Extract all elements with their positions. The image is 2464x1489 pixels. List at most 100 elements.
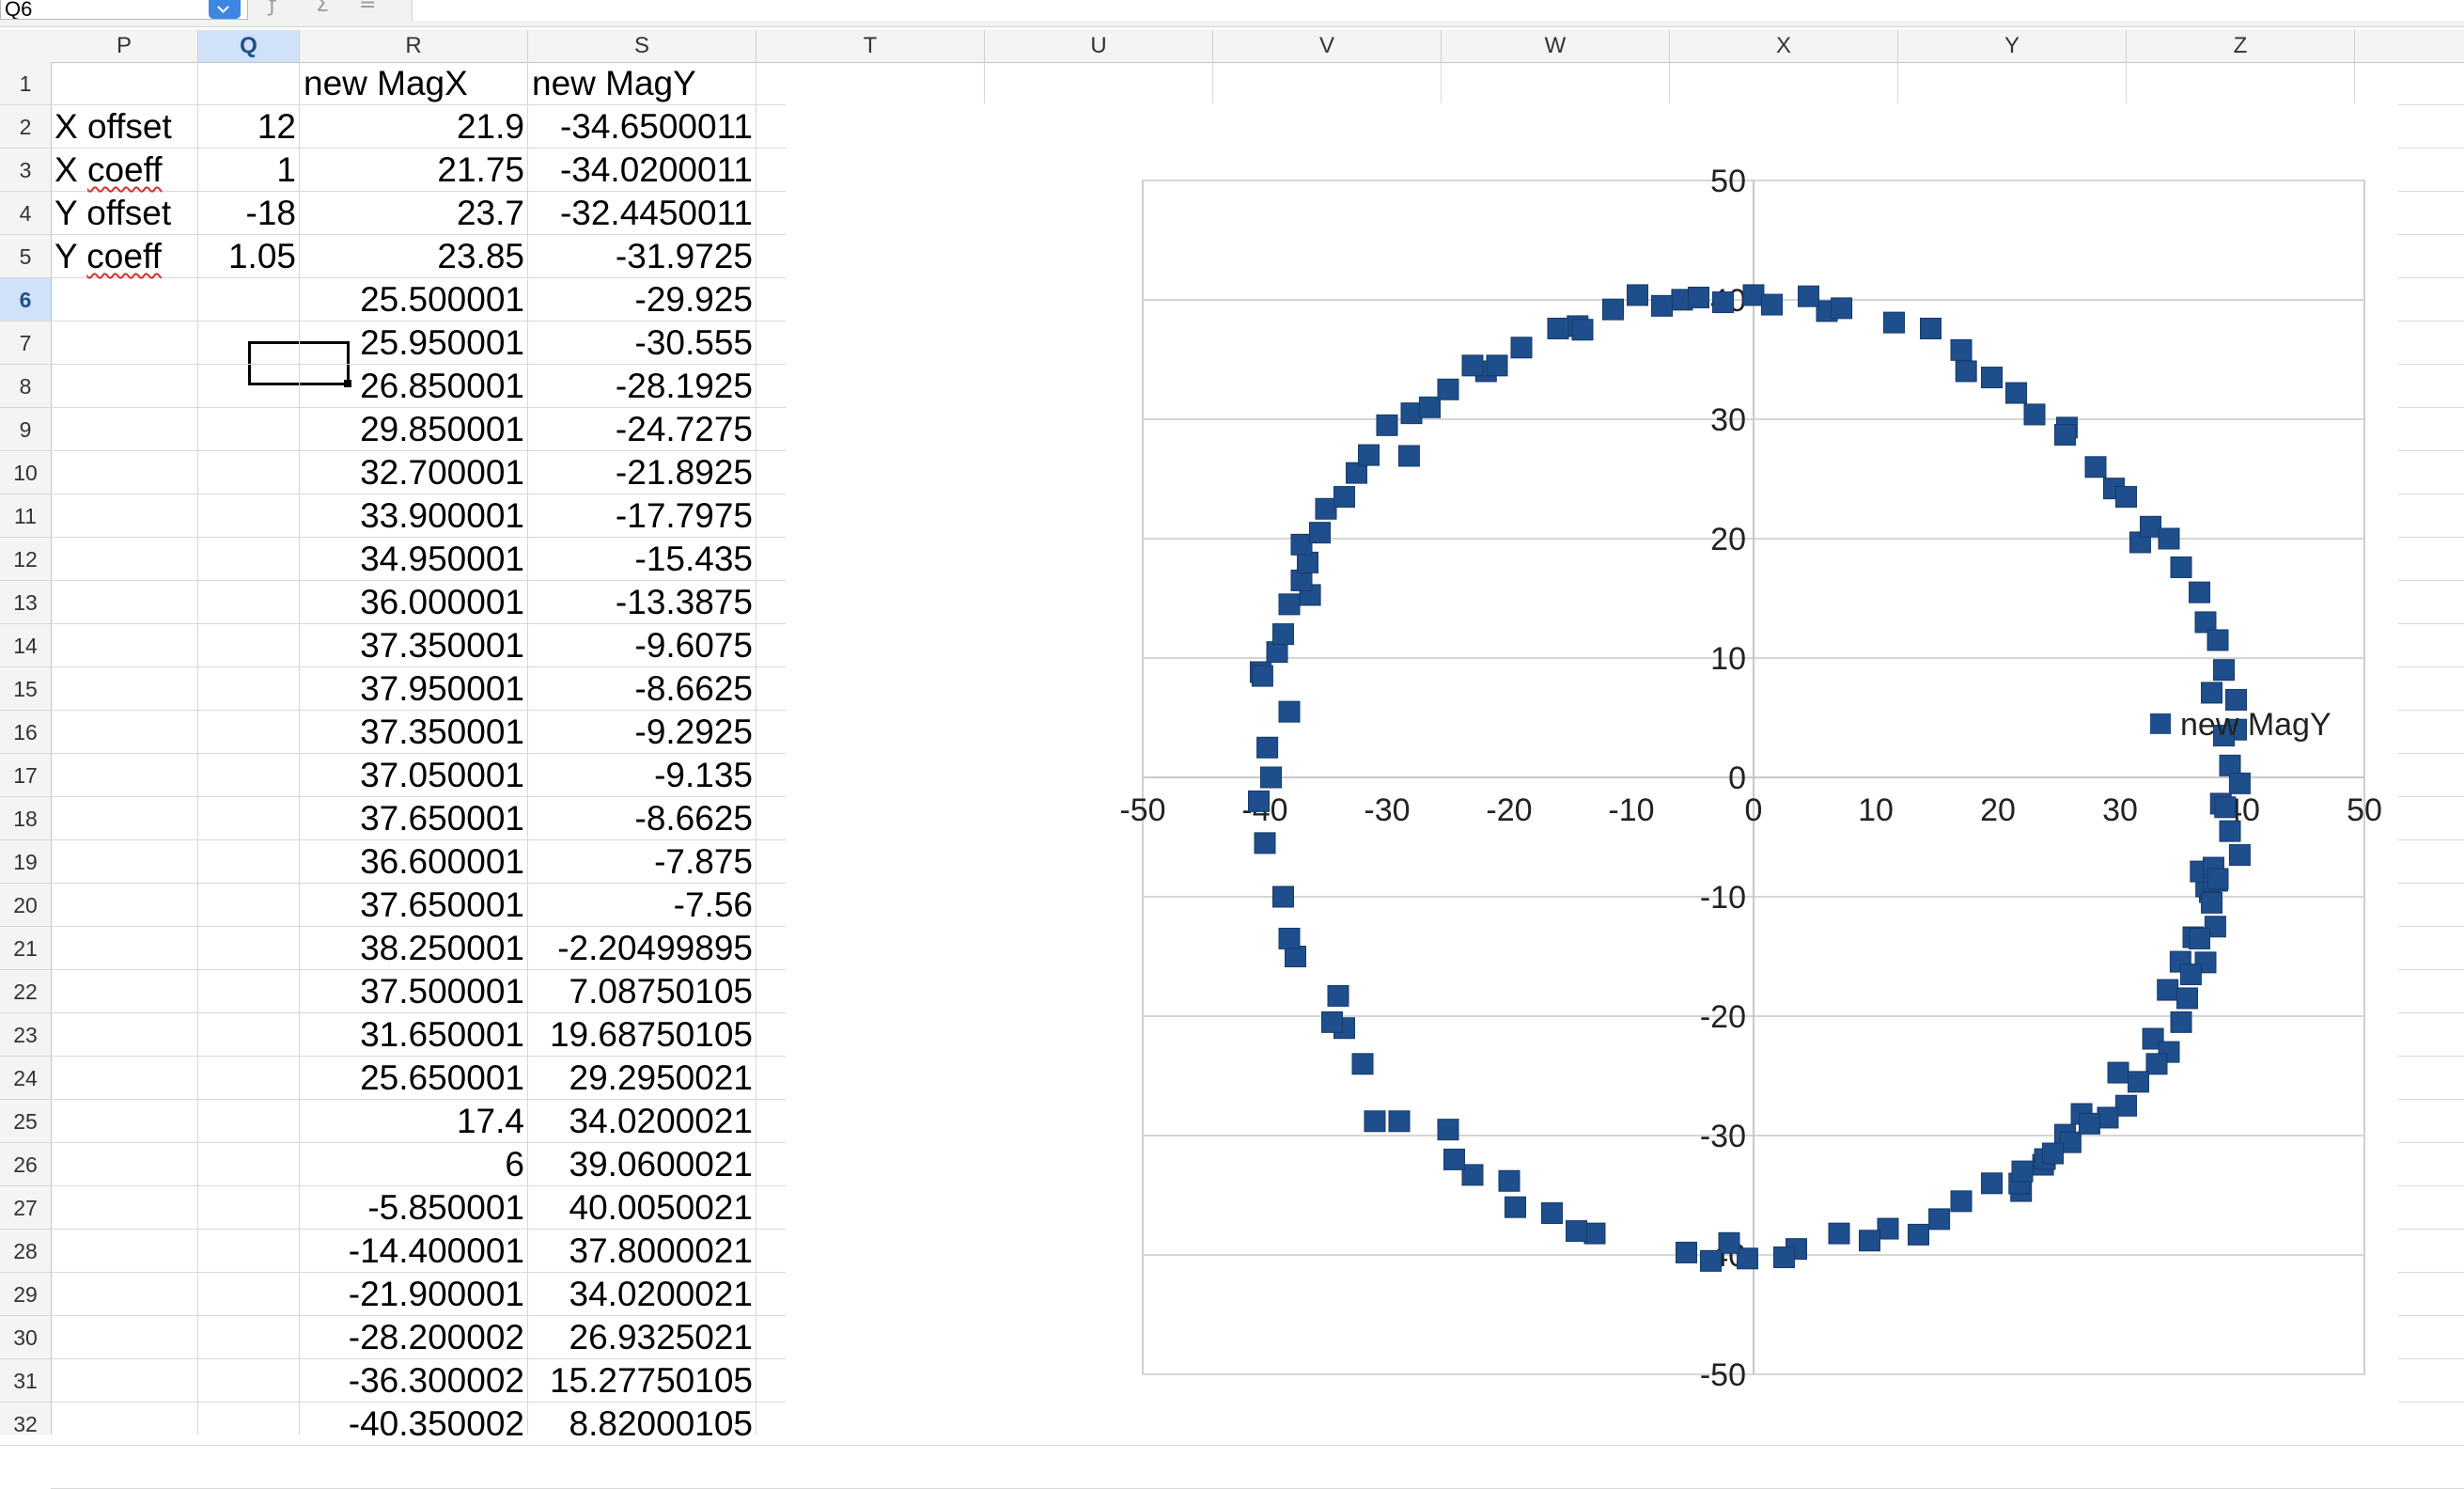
- row-header-11[interactable]: 11: [0, 494, 51, 538]
- cell-r27[interactable]: -5.850001: [367, 1188, 524, 1227]
- cell-r11[interactable]: 33.900001: [360, 496, 524, 535]
- cell-s6[interactable]: -29.925: [634, 280, 754, 319]
- row-header-30[interactable]: 30: [0, 1316, 51, 1359]
- row-header-4[interactable]: 4: [0, 192, 51, 235]
- cell-q5[interactable]: 1.05: [227, 237, 296, 275]
- row-header-26[interactable]: 26: [0, 1143, 51, 1186]
- row-header-6[interactable]: 6: [0, 278, 51, 321]
- cell-r24[interactable]: 25.650001: [360, 1058, 524, 1097]
- row-header-28[interactable]: 28: [0, 1230, 51, 1273]
- row-header-8[interactable]: 8: [0, 365, 51, 408]
- column-header-z[interactable]: Z: [2127, 30, 2355, 62]
- row-header-32[interactable]: 32: [0, 1403, 51, 1446]
- cell-r25[interactable]: 17.4: [456, 1102, 524, 1140]
- cell-p4[interactable]: Y offset: [55, 194, 172, 232]
- cell-r5[interactable]: 23.85: [437, 237, 524, 275]
- column-header-p[interactable]: P: [51, 30, 198, 62]
- column-header-t[interactable]: T: [756, 30, 985, 62]
- cell-s23[interactable]: 19.68750105: [549, 1015, 753, 1054]
- cell-s1[interactable]: new MagY: [532, 64, 696, 102]
- cell-q4[interactable]: -18: [245, 194, 296, 232]
- row-header-14[interactable]: 14: [0, 624, 51, 667]
- cell-r15[interactable]: 37.950001: [360, 669, 524, 708]
- column-header-s[interactable]: S: [528, 30, 756, 62]
- row-header-1[interactable]: 1: [0, 62, 51, 105]
- row-header-3[interactable]: 3: [0, 149, 51, 192]
- cell-s3[interactable]: -34.0200011: [559, 150, 753, 189]
- cell-r19[interactable]: 36.600001: [360, 842, 524, 881]
- cell-s31[interactable]: 15.27750105: [549, 1361, 753, 1400]
- cell-s21[interactable]: -2.20499895: [557, 929, 753, 967]
- row-header-21[interactable]: 21: [0, 927, 51, 970]
- row-header-2[interactable]: 2: [0, 105, 51, 149]
- column-header-r[interactable]: R: [300, 30, 528, 62]
- cell-r10[interactable]: 32.700001: [360, 453, 524, 492]
- cell-r20[interactable]: 37.650001: [360, 886, 524, 924]
- column-header-y[interactable]: Y: [1898, 30, 2127, 62]
- cell-r17[interactable]: 37.050001: [360, 756, 524, 794]
- column-header-w[interactable]: W: [1442, 30, 1670, 62]
- cell-s13[interactable]: -13.3875: [615, 583, 753, 621]
- cell-r13[interactable]: 36.000001: [360, 583, 524, 621]
- row-header-25[interactable]: 25: [0, 1100, 51, 1143]
- cell-p2[interactable]: X offset: [55, 107, 172, 146]
- cell-s24[interactable]: 29.2950021: [569, 1058, 753, 1097]
- row-header-24[interactable]: 24: [0, 1057, 51, 1100]
- row-header-27[interactable]: 27: [0, 1186, 51, 1230]
- cell-r8[interactable]: 26.850001: [360, 367, 524, 405]
- cell-p5[interactable]: Y coeff: [51, 235, 198, 278]
- cell-r28[interactable]: -14.400001: [348, 1231, 524, 1270]
- row-header-17[interactable]: 17: [0, 754, 51, 797]
- autofill-handle[interactable]: [344, 380, 351, 387]
- cell-s17[interactable]: -9.135: [654, 756, 753, 794]
- cell-r12[interactable]: 34.950001: [360, 540, 524, 578]
- row-header-18[interactable]: 18: [0, 797, 51, 840]
- name-box-dropdown-icon[interactable]: [209, 0, 241, 19]
- cell-s4[interactable]: -32.4450011: [559, 194, 753, 232]
- cell-r1[interactable]: new MagX: [304, 64, 468, 102]
- cell-s27[interactable]: 40.0050021: [569, 1188, 753, 1227]
- row-header-12[interactable]: 12: [0, 538, 51, 581]
- cell-s16[interactable]: -9.2925: [634, 713, 754, 751]
- cell-r31[interactable]: -36.300002: [348, 1361, 524, 1400]
- cell-r18[interactable]: 37.650001: [360, 799, 524, 838]
- row-header-20[interactable]: 20: [0, 884, 51, 927]
- cell-s12[interactable]: -15.435: [634, 540, 754, 578]
- cell-r6[interactable]: 25.500001: [360, 280, 524, 319]
- cell-s5[interactable]: -31.9725: [615, 237, 753, 275]
- cell-r21[interactable]: 38.250001: [360, 929, 524, 967]
- row-header-9[interactable]: 9: [0, 408, 51, 451]
- cell-s32[interactable]: 8.82000105: [569, 1404, 753, 1443]
- cell-s28[interactable]: 37.8000021: [569, 1231, 753, 1270]
- column-header-q[interactable]: Q: [198, 30, 300, 62]
- cell-r2[interactable]: 21.9: [456, 107, 524, 146]
- cell-s2[interactable]: -34.6500011: [559, 107, 753, 146]
- cell-r14[interactable]: 37.350001: [360, 626, 524, 665]
- cell-s7[interactable]: -30.555: [634, 323, 754, 362]
- cell-r3[interactable]: 21.75: [437, 150, 524, 189]
- row-header-13[interactable]: 13: [0, 581, 51, 624]
- cell-s20[interactable]: -7.56: [673, 886, 753, 924]
- cell-s9[interactable]: -24.7275: [615, 410, 753, 448]
- function-wizard-icon[interactable]: ƒ: [269, 0, 276, 17]
- cell-r29[interactable]: -21.900001: [348, 1275, 524, 1313]
- row-header-5[interactable]: 5: [0, 235, 51, 278]
- cell-q2[interactable]: 12: [257, 107, 296, 146]
- row-header-22[interactable]: 22: [0, 970, 51, 1013]
- cell-r16[interactable]: 37.350001: [360, 713, 524, 751]
- cell-s15[interactable]: -8.6625: [634, 669, 754, 708]
- row-header-10[interactable]: 10: [0, 451, 51, 494]
- cell-r32[interactable]: -40.350002: [348, 1404, 524, 1443]
- column-header-v[interactable]: V: [1213, 30, 1442, 62]
- scatter-chart[interactable]: -50-40-30-20-1001020304050-50-40-30-20-1…: [786, 103, 2398, 1434]
- cell-r23[interactable]: 31.650001: [360, 1015, 524, 1054]
- row-header-23[interactable]: 23: [0, 1013, 51, 1057]
- cell-s29[interactable]: 34.0200021: [569, 1275, 753, 1313]
- cell-r7[interactable]: 25.950001: [360, 323, 524, 362]
- row-header-29[interactable]: 29: [0, 1273, 51, 1316]
- sum-icon[interactable]: Σ: [316, 0, 329, 17]
- column-header-x[interactable]: X: [1670, 30, 1898, 62]
- cell-s30[interactable]: 26.9325021: [569, 1318, 753, 1356]
- name-box[interactable]: Q6: [0, 0, 248, 20]
- cell-r9[interactable]: 29.850001: [360, 410, 524, 448]
